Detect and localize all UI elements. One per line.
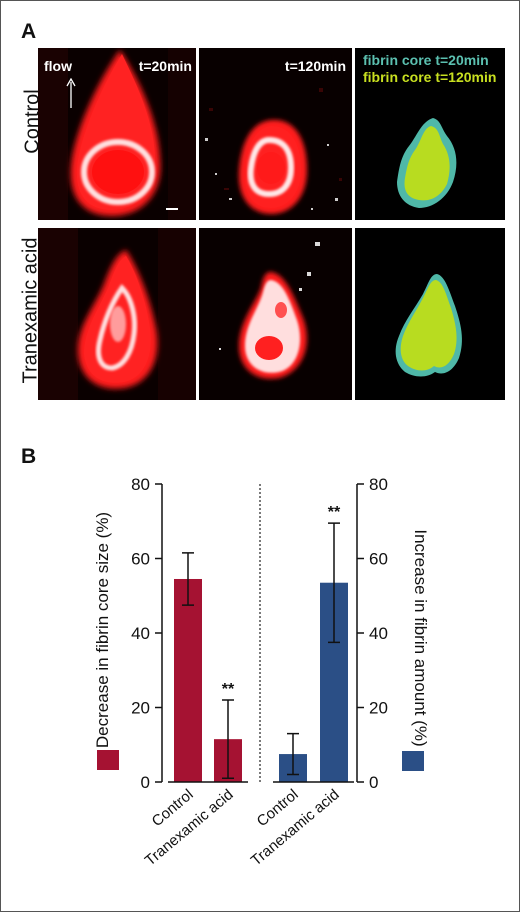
fibrin-core-overlay-tranexamic (355, 228, 505, 400)
error-bar-right-0 (287, 732, 299, 776)
micrograph-control-t120: t=120min (199, 48, 352, 220)
error-bar-right-1 (328, 522, 340, 644)
legend-swatch-left (97, 750, 119, 770)
y-tick-label: 40 (369, 624, 388, 643)
flow-label: flow (44, 58, 72, 74)
panel-a-letter: A (21, 20, 37, 43)
micrograph-tranexamic-t120 (199, 228, 352, 400)
micrograph-tranexamic-t20 (38, 228, 196, 400)
y-tick-label: 80 (131, 475, 150, 494)
error-bar-left-0 (182, 552, 194, 606)
time-label-t120: t=120min (284, 58, 346, 74)
flow-arrow-icon (66, 78, 76, 108)
y-tick-label: 20 (131, 699, 150, 718)
micrograph-control-t20: flow t=20min (38, 48, 196, 220)
y-tick-label: 0 (369, 773, 378, 792)
legend-swatch-right (402, 751, 424, 771)
significance-label: ** (328, 504, 341, 521)
y-tick-label: 60 (131, 550, 150, 569)
bar-left-0 (174, 578, 202, 782)
fibrin-core-overlay-control: fibrin core t=20min fibrin core t=120min (355, 48, 505, 220)
y-axis-label-left: Decrease in fibrin core size (%) (93, 512, 112, 748)
panel-b-letter: B (21, 445, 37, 468)
time-label-t20: t=20min (138, 58, 192, 74)
y-tick-label: 40 (131, 624, 150, 643)
significance-label: ** (222, 681, 235, 698)
error-bar-left-1 (222, 699, 234, 780)
y-tick-label: 20 (369, 699, 388, 718)
y-tick-label: 60 (369, 550, 388, 569)
legend-fibrin-core-t120: fibrin core t=120min (363, 69, 497, 85)
y-tick-label: 0 (141, 773, 150, 792)
y-tick-label: 80 (369, 475, 388, 494)
legend-fibrin-core-t20: fibrin core t=20min (363, 52, 489, 68)
y-axis-label-right: Increase in fibrin amount (%) (411, 529, 430, 746)
